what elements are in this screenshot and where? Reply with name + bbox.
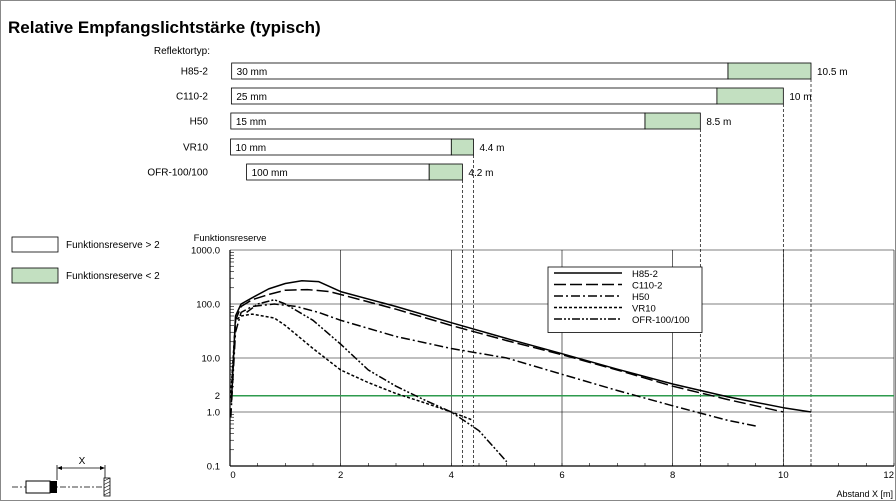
- bar-end-label: 10.5 m: [817, 67, 848, 78]
- reflector-target: [103, 477, 111, 497]
- range-bars: Reflektortyp: H85-2 30 mm 10.5 m C110-2 25 mm…: [147, 46, 848, 466]
- series-legend-label: C110-2: [632, 281, 662, 292]
- y-tick-label: 1000.0: [191, 246, 220, 257]
- x-axis-label: Abstand X [m]: [836, 489, 893, 499]
- reflector-name: H85-2: [181, 67, 209, 78]
- x-tick-label: 2: [338, 470, 343, 481]
- y-tick-label: 100.0: [196, 300, 220, 311]
- series-line: [230, 303, 756, 427]
- reflector-name: OFR-100/100: [147, 168, 208, 179]
- x-tick-label: 8: [670, 470, 675, 481]
- series-legend-label: H50: [632, 292, 649, 303]
- legend-label: Funktionsreserve > 2: [66, 240, 160, 251]
- bar-end-label: 8.5 m: [706, 117, 731, 128]
- x-tick-label: 10: [778, 470, 789, 481]
- series-legend-label: VR10: [632, 304, 656, 315]
- reflector-name: H50: [190, 117, 209, 128]
- reflector-name: C110-2: [176, 92, 208, 103]
- sensor-body: [25, 480, 51, 494]
- bar-reserve-low: [716, 87, 784, 105]
- bar-start-label: 25 mm: [236, 92, 267, 103]
- y-tick-label: 2: [215, 391, 220, 402]
- reserve-legend: Funktionsreserve > 2 Funktionsreserve < 2: [11, 236, 160, 284]
- legend-swatch: [11, 267, 59, 284]
- reflector-type-label: Reflektortyp:: [154, 46, 210, 57]
- dimension-arrowhead: [100, 466, 105, 470]
- bar-end-label: 4.2 m: [468, 168, 493, 179]
- series-legend-box: [547, 266, 703, 333]
- series-line: [246, 298, 508, 463]
- bar-start-label: 30 mm: [237, 67, 268, 78]
- legend-label: Funktionsreserve < 2: [66, 271, 160, 282]
- y-tick-label: 10.0: [202, 354, 221, 365]
- reflector-hatch: [103, 491, 111, 496]
- bar-start-label: 100 mm: [252, 168, 288, 179]
- y-tick-label: 0.1: [207, 462, 220, 473]
- reflector-hatch: [103, 484, 111, 489]
- sensor-icon: X: [12, 456, 111, 497]
- bar-reserve-low: [450, 138, 474, 156]
- bar-start-label: 15 mm: [236, 117, 267, 128]
- y-tick-label: 1.0: [207, 408, 220, 419]
- x-tick-label: 0: [230, 470, 235, 481]
- bar-reserve-high: [231, 62, 729, 80]
- y-axis-label: Funktionsreserve: [194, 233, 267, 244]
- bar-start-label: 10 mm: [236, 143, 267, 154]
- bar-reserve-high: [230, 87, 718, 105]
- legend-swatch: [11, 236, 59, 253]
- reflector-hatch: [103, 488, 111, 492]
- dimension-label: X: [79, 456, 86, 467]
- bar-reserve-high: [230, 112, 646, 130]
- x-tick-label: 6: [559, 470, 564, 481]
- dimension-arrowhead: [57, 466, 62, 470]
- series-line: [230, 313, 474, 422]
- reserve-plot: 1000.0 100.0 10.0 2 1.0 0.1 0 2 4 6 8 10 12 Funktions…: [191, 233, 895, 499]
- bar-reserve-low: [428, 163, 463, 181]
- x-tick-label: 4: [449, 470, 454, 481]
- bar-reserve-low: [644, 112, 701, 130]
- series-line: [230, 279, 812, 413]
- reflector-name: VR10: [183, 143, 208, 154]
- series-legend-label: H85-2: [632, 269, 658, 280]
- series-legend-label: OFR-100/100: [632, 315, 690, 326]
- page-title: Relative Empfangslichtstärke (typisch): [8, 18, 321, 37]
- sensor-lens: [50, 481, 57, 493]
- reflector-hatch: [103, 481, 111, 485]
- bar-end-label: 4.4 m: [479, 143, 504, 154]
- bar-reserve-low: [727, 62, 812, 80]
- x-tick-label: 12: [883, 470, 894, 481]
- reflector-hatch: [103, 477, 111, 482]
- series-line: [230, 288, 784, 413]
- bar-end-label: 10 m: [789, 92, 811, 103]
